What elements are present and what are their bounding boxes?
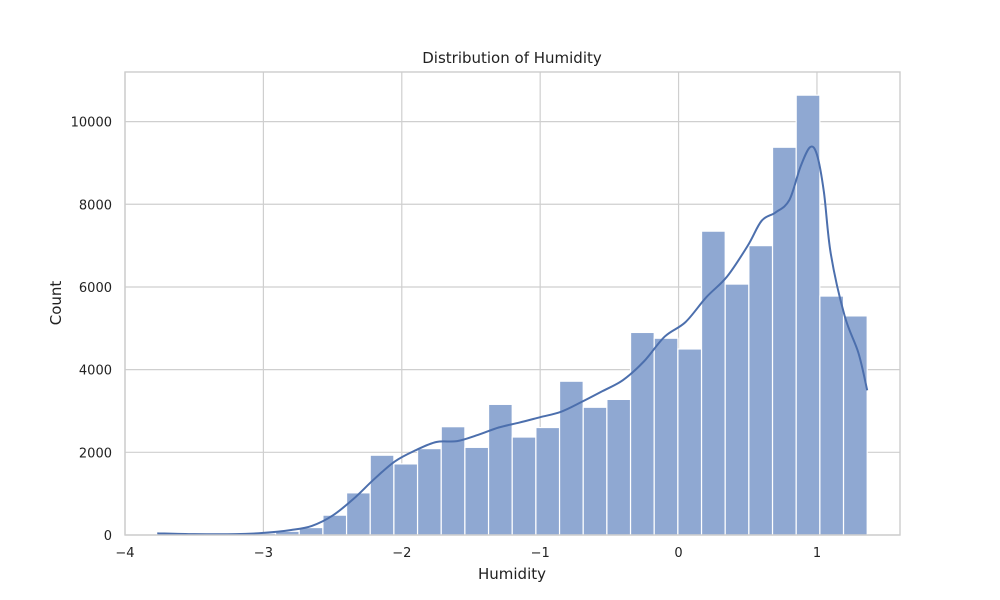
histogram-bar — [511, 436, 537, 536]
histogram-bar — [606, 398, 632, 536]
histogram-bar — [842, 315, 868, 536]
histogram-bar — [558, 380, 584, 536]
x-tick-label: −4 — [115, 546, 134, 561]
plot-frame — [124, 71, 901, 536]
histogram-bar — [416, 448, 442, 536]
x-tick-label: 0 — [674, 546, 682, 561]
histogram-bar — [345, 492, 371, 536]
histogram-bar — [819, 295, 845, 536]
y-tick-label: 0 — [104, 529, 112, 544]
kde-curve — [157, 145, 869, 536]
x-tick-label: 1 — [813, 546, 821, 561]
histogram-bar — [748, 245, 774, 536]
x-tick-label: −3 — [254, 546, 273, 561]
histogram-bar — [464, 446, 490, 536]
histogram-bar — [535, 426, 561, 536]
x-axis-label: Humidity — [478, 565, 546, 583]
histogram-bar — [393, 463, 419, 536]
histogram-bar — [700, 230, 726, 536]
chart-title: Distribution of Humidity — [422, 49, 602, 67]
y-tick-label: 4000 — [79, 364, 112, 379]
histogram-bar — [653, 337, 679, 536]
y-tick-label: 2000 — [79, 446, 112, 461]
histogram-bar — [795, 94, 821, 536]
histogram-bar — [440, 426, 466, 536]
y-tick-label: 10000 — [71, 116, 112, 131]
y-tick-labels: 0 2000 4000 6000 8000 10000 — [71, 116, 112, 544]
y-axis-label: Count — [47, 281, 65, 326]
histogram-bar — [724, 283, 750, 536]
histogram-bar — [369, 454, 395, 536]
x-tick-label: −1 — [531, 546, 550, 561]
histogram-bar — [582, 406, 608, 536]
kde-curve-layer — [157, 145, 869, 536]
histogram-bar — [487, 403, 513, 536]
y-tick-label: 6000 — [79, 281, 112, 296]
histogram-bar — [677, 348, 703, 536]
y-tick-label: 8000 — [79, 198, 112, 213]
x-tick-label: −2 — [392, 546, 411, 561]
x-tick-labels: −4 −3 −2 −1 0 1 — [115, 546, 821, 561]
